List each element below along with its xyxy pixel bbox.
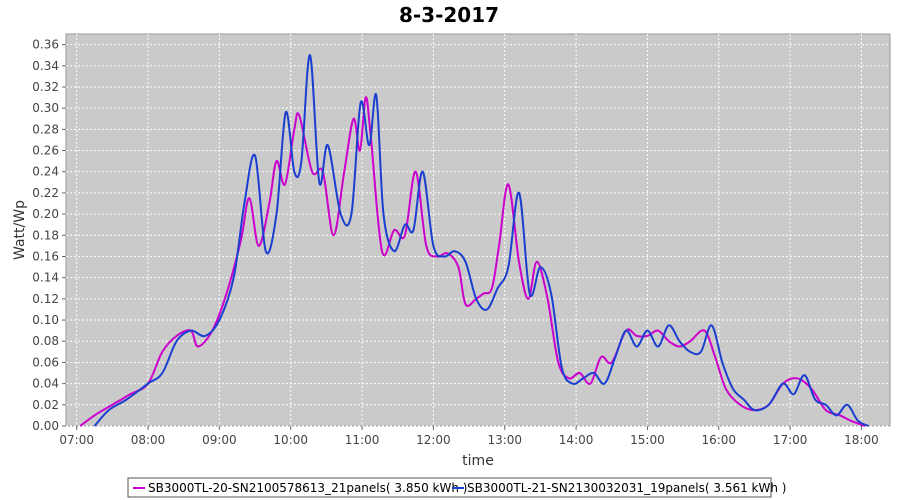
series-lines [79,54,870,427]
series-line-1 [79,96,866,427]
y-tick-label: 0.24 [32,165,59,179]
x-tick-label: 14:00 [559,433,594,447]
y-tick-label: 0.06 [32,355,59,369]
y-tick-label: 0.36 [32,38,59,52]
y-tick-label: 0.20 [32,207,59,221]
y-tick-label: 0.16 [32,249,59,263]
y-tick-label: 0.02 [32,398,59,412]
legend: SB3000TL-20-SN2100578613_21panels( 3.850… [127,477,786,498]
y-tick-label: 0.34 [32,59,59,73]
y-tick-label: 0.00 [32,419,59,433]
y-tick-label: 0.14 [32,271,59,285]
y-tick-label: 0.32 [32,80,59,94]
x-tick-label: 08:00 [131,433,166,447]
y-tick-label: 0.28 [32,122,59,136]
x-tick-label: 12:00 [416,433,451,447]
y-tick-label: 0.08 [32,334,59,348]
y-axis-label: Watt/Wp [12,200,28,260]
x-axis-label: time [462,453,494,469]
x-tick-label: 15:00 [630,433,665,447]
legend-entry-label: SB3000TL-20-SN2100578613_21panels( 3.850… [148,481,467,495]
legend-box [127,477,772,498]
y-axis-ticks: 0.00 0.02 0.04 0.06 0.08 0.10 0.12 0.14 0.16 0.18… [32,38,66,433]
y-tick-label: 0.10 [32,313,59,327]
x-tick-label: 16:00 [701,433,736,447]
series-line-2 [93,54,870,427]
plot-area [65,33,891,427]
y-tick-label: 0.22 [32,186,59,200]
x-tick-label: 07:00 [59,433,94,447]
x-axis-ticks: 07:00 08:00 09:00 10:00 11:00 12:00 13:00 14:00… [59,426,879,447]
x-tick-label: 13:00 [487,433,522,447]
y-tick-label: 0.04 [32,377,59,391]
y-tick-label: 0.18 [32,228,59,242]
chart-title: 8-3-2017 [399,3,499,27]
x-tick-label: 18:00 [844,433,879,447]
x-tick-label: 17:00 [773,433,808,447]
x-tick-label: 11:00 [345,433,380,447]
x-tick-label: 10:00 [273,433,308,447]
x-tick-label: 09:00 [202,433,237,447]
y-tick-label: 0.30 [32,101,59,115]
y-tick-label: 0.26 [32,144,59,158]
legend-entry-label: SB3000TL-21-SN2130032031_19panels( 3.561… [467,481,786,495]
y-tick-label: 0.12 [32,292,59,306]
